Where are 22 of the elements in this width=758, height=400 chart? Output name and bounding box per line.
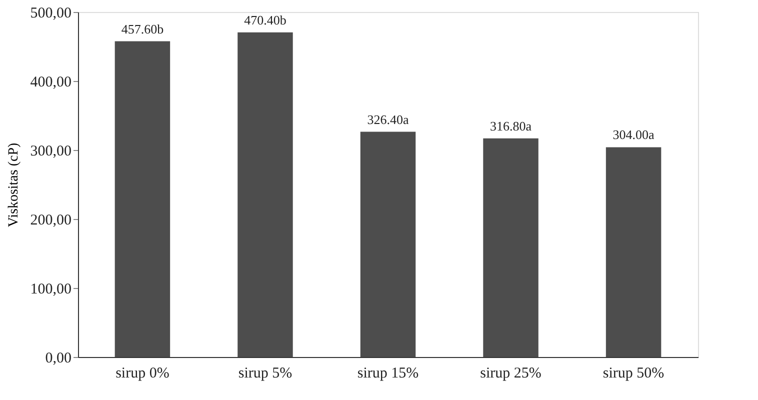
y-tick-label: 500,00 — [30, 6, 72, 22]
data-label: 316.80a — [490, 118, 532, 134]
x-tick-label: sirup 5% — [238, 366, 292, 382]
y-tick-label: 200,00 — [30, 212, 72, 228]
bar — [114, 41, 170, 357]
y-tick-label: 300,00 — [30, 144, 72, 160]
bar — [360, 132, 416, 357]
data-label: 457.60b — [121, 21, 164, 36]
x-tick-label: sirup 15% — [357, 366, 419, 382]
bar — [483, 138, 538, 357]
x-tick-label: sirup 50% — [602, 366, 664, 382]
bar — [238, 32, 293, 357]
x-tick-label: sirup 25% — [480, 366, 542, 382]
data-label: 470.40b — [244, 12, 286, 28]
x-tick-label: sirup 0% — [116, 366, 170, 382]
bar — [606, 147, 662, 357]
data-label: 326.40a — [367, 112, 409, 127]
y-tick-label: 100,00 — [30, 282, 72, 298]
y-tick-label: 400,00 — [30, 74, 72, 90]
y-tick-label: 0,00 — [45, 350, 72, 366]
y-axis-title: Viskositas (cP) — [6, 142, 22, 228]
data-label: 304.00a — [612, 127, 655, 142]
